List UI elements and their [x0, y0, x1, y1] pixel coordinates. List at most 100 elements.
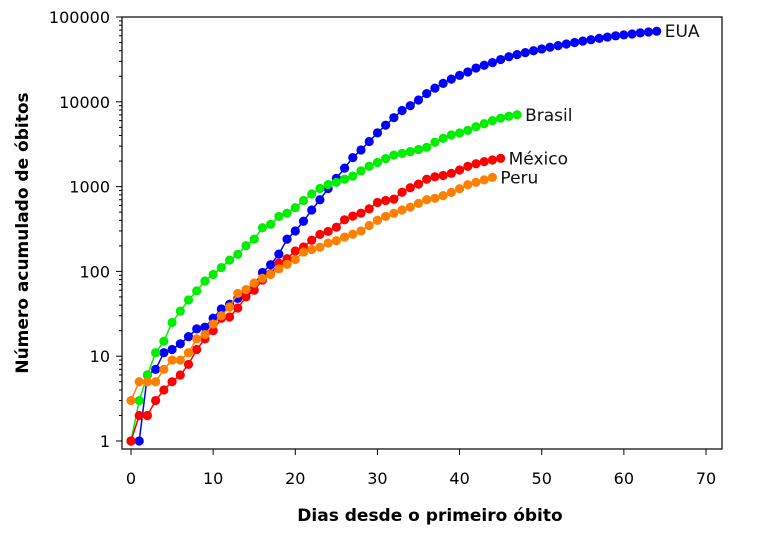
data-point	[356, 166, 366, 176]
data-point	[192, 334, 202, 344]
y-tick-label: 1	[100, 432, 110, 451]
data-point	[381, 153, 391, 164]
data-point	[496, 54, 506, 65]
series-line	[130, 114, 518, 442]
data-point	[192, 324, 202, 334]
x-tick-label: 70	[696, 469, 716, 488]
data-point	[471, 177, 481, 187]
data-point	[405, 183, 415, 193]
data-point	[389, 150, 399, 160]
series-méxico: México	[126, 149, 568, 446]
data-point	[479, 156, 489, 167]
data-point	[454, 70, 465, 80]
data-point	[405, 101, 415, 111]
x-tick-label: 10	[203, 469, 223, 488]
data-point	[159, 385, 169, 395]
data-point	[348, 229, 358, 239]
data-point	[512, 50, 522, 60]
data-point	[151, 377, 161, 387]
data-point	[504, 111, 514, 121]
data-point	[413, 144, 424, 155]
data-point	[430, 172, 440, 182]
series-peru: Peru	[126, 168, 538, 406]
data-point	[479, 119, 489, 129]
data-point	[496, 153, 506, 163]
y-tick-label: 100000	[49, 8, 110, 27]
data-point	[249, 285, 259, 295]
data-point	[233, 303, 243, 313]
data-point	[175, 370, 185, 380]
data-point	[282, 234, 292, 244]
data-point	[446, 130, 456, 140]
data-point	[183, 332, 194, 342]
data-point	[216, 311, 226, 321]
data-point	[397, 148, 407, 159]
data-point	[471, 63, 481, 73]
data-point	[372, 215, 383, 225]
data-point	[282, 208, 292, 218]
series-line	[131, 30, 657, 442]
data-point	[208, 326, 218, 336]
data-point	[537, 44, 547, 54]
data-point	[471, 159, 481, 169]
data-point	[183, 348, 194, 358]
data-point	[192, 344, 202, 355]
x-tick-label: 50	[532, 469, 552, 488]
x-tick-label: 30	[367, 469, 387, 488]
data-point	[364, 204, 374, 214]
data-point	[257, 273, 268, 283]
data-point	[504, 52, 514, 62]
data-point	[463, 125, 473, 135]
data-point	[266, 260, 276, 270]
data-point	[307, 205, 317, 215]
data-point	[569, 37, 580, 48]
data-point	[224, 255, 235, 265]
data-point	[151, 395, 161, 406]
data-point	[142, 410, 153, 421]
data-point	[627, 29, 637, 39]
data-point	[134, 395, 144, 406]
data-point	[192, 286, 202, 296]
data-point	[413, 198, 424, 208]
data-point	[257, 223, 268, 233]
data-point	[167, 355, 177, 365]
data-point	[167, 317, 177, 328]
data-point	[298, 247, 309, 257]
data-point	[422, 174, 432, 184]
data-point	[381, 120, 391, 130]
data-point	[126, 395, 136, 406]
data-point	[175, 306, 185, 316]
data-point	[348, 152, 358, 163]
series-eua: EUA	[126, 22, 700, 446]
data-point	[413, 95, 424, 105]
data-point	[372, 197, 383, 208]
data-point	[463, 161, 473, 171]
data-point	[339, 174, 350, 184]
data-point	[430, 137, 440, 147]
data-point	[487, 57, 498, 68]
x-tick-label: 20	[285, 469, 305, 488]
data-point	[274, 249, 284, 259]
data-point	[586, 35, 596, 45]
data-point	[471, 122, 481, 132]
data-point	[381, 211, 391, 222]
data-point	[249, 234, 259, 244]
data-point	[142, 370, 153, 380]
data-point	[372, 128, 383, 138]
series-label: Brasil	[525, 106, 572, 126]
data-point	[364, 161, 374, 171]
data-point	[422, 88, 432, 99]
data-point	[430, 193, 440, 203]
data-point	[233, 249, 243, 259]
data-point	[290, 254, 300, 265]
data-point	[331, 222, 341, 232]
data-point	[274, 264, 284, 274]
x-tick-label: 40	[449, 469, 469, 488]
data-point	[290, 226, 300, 236]
data-point	[315, 242, 325, 252]
data-point	[454, 184, 465, 194]
data-point	[298, 195, 309, 206]
data-point	[216, 262, 226, 273]
data-point	[430, 83, 440, 93]
series-label: Peru	[500, 168, 538, 188]
